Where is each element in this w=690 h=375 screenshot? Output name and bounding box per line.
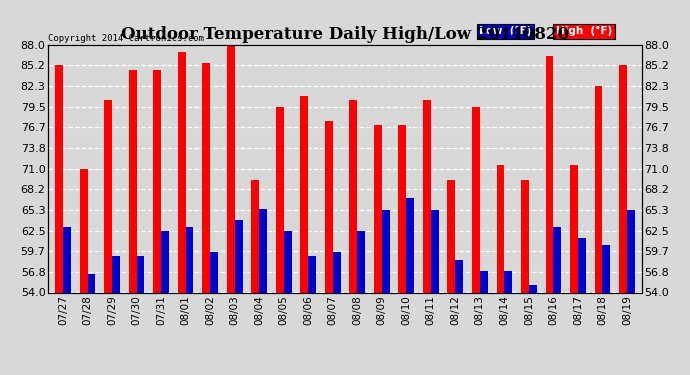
Bar (325, 122, 333, 292)
Bar (472, 107, 480, 292)
Bar (595, 87, 602, 292)
Bar (112, 256, 120, 292)
Bar (619, 65, 627, 292)
Bar (423, 100, 431, 292)
Bar (497, 165, 504, 292)
Bar (406, 198, 414, 292)
Bar (210, 252, 218, 292)
Bar (504, 271, 512, 292)
Bar (161, 231, 169, 292)
Bar (153, 70, 161, 292)
Bar (448, 180, 455, 292)
Bar (578, 238, 586, 292)
Bar (227, 45, 235, 292)
Bar (431, 210, 439, 292)
Bar (79, 169, 88, 292)
Bar (553, 227, 561, 292)
Bar (259, 209, 267, 292)
Bar (251, 180, 259, 292)
Bar (455, 260, 463, 292)
Bar (602, 245, 611, 292)
Text: Copyright 2014 Cartronics.com: Copyright 2014 Cartronics.com (48, 33, 204, 42)
Bar (300, 96, 308, 292)
Bar (546, 56, 553, 292)
Text: High  (°F): High (°F) (555, 26, 612, 36)
Bar (480, 271, 488, 292)
Bar (137, 256, 144, 292)
Bar (308, 256, 316, 292)
Bar (104, 100, 112, 292)
Bar (521, 180, 529, 292)
Bar (63, 227, 71, 292)
Bar (186, 227, 193, 292)
Bar (374, 125, 382, 292)
Bar (349, 100, 357, 292)
Bar (529, 285, 537, 292)
Bar (129, 70, 137, 292)
Bar (202, 63, 210, 292)
Bar (88, 274, 95, 292)
Bar (284, 231, 292, 292)
Bar (570, 165, 578, 292)
Bar (55, 65, 63, 292)
Bar (398, 125, 406, 292)
Bar (357, 231, 365, 292)
Bar (627, 210, 635, 292)
Bar (178, 52, 186, 292)
Text: Low  (°F): Low (°F) (479, 26, 531, 36)
Bar (382, 210, 390, 292)
Title: Outdoor Temperature Daily High/Low 20140820: Outdoor Temperature Daily High/Low 20140… (121, 27, 569, 44)
Bar (235, 220, 242, 292)
Bar (276, 107, 284, 292)
Bar (333, 252, 341, 292)
